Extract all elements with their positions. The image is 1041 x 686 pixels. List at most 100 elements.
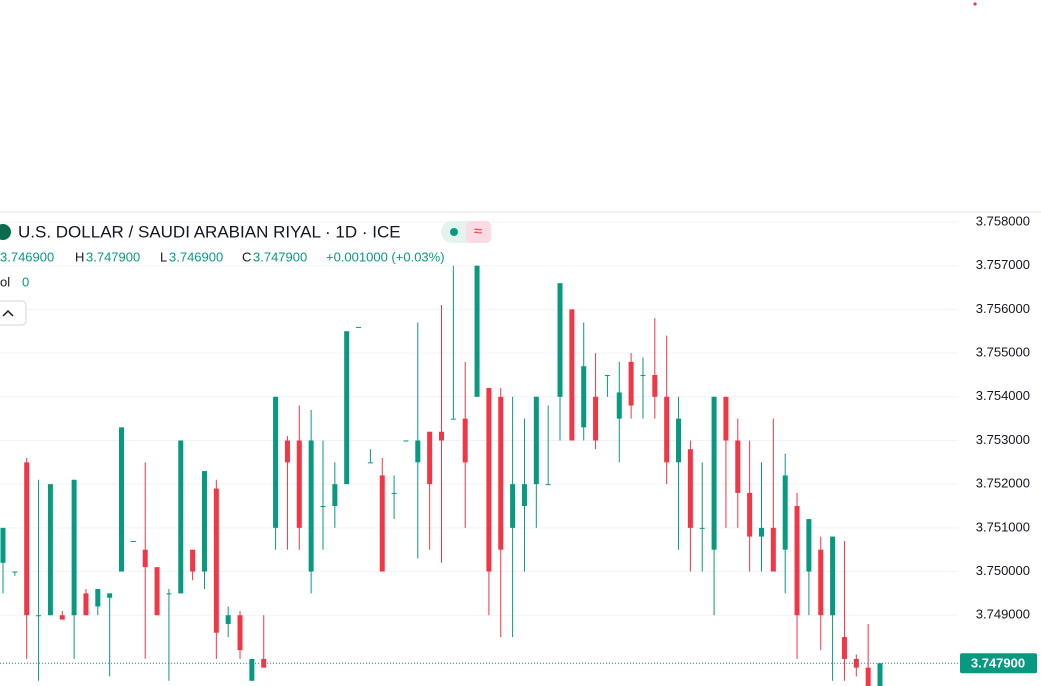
candle-body: [12, 571, 18, 573]
candle-body: [818, 549, 824, 616]
candle-body: [533, 396, 539, 485]
y-tick-label: 3.749000: [976, 607, 1030, 622]
candle-body: [178, 440, 184, 594]
candle-body: [320, 506, 326, 508]
y-tick-label: 3.756000: [976, 301, 1030, 316]
candle-body: [521, 484, 527, 507]
ohlc-value: 3.746900: [169, 249, 223, 264]
candle-body: [770, 527, 776, 572]
y-tick-label: 3.752000: [976, 476, 1030, 491]
collapse-button[interactable]: [0, 300, 27, 326]
candle-body: [415, 440, 421, 463]
candle-body: [344, 331, 350, 485]
status-pill-right: [466, 221, 491, 243]
candle-body: [36, 615, 42, 617]
candle-body: [166, 593, 172, 595]
candle-body: [379, 475, 385, 572]
candle-body: [427, 431, 433, 485]
market-open-dot: [450, 228, 458, 236]
candle-body: [498, 396, 504, 550]
candle-body: [0, 527, 6, 563]
y-tick-label: 3.755000: [976, 345, 1030, 360]
candle-body: [273, 396, 279, 528]
ohlc-value: 3.747900: [253, 249, 307, 264]
change-value: +0.001000 (+0.03%): [326, 249, 445, 264]
candle-body: [59, 615, 65, 620]
candle-body: [47, 484, 53, 616]
candle-body: [723, 396, 729, 441]
candle-body: [687, 449, 693, 528]
ohlc-value: 3.746900: [0, 249, 54, 264]
indicator-dot: [973, 2, 977, 6]
ohlc-letter: L: [160, 249, 167, 264]
candle-body: [877, 663, 883, 686]
candle-body: [569, 309, 575, 441]
candle-body: [356, 326, 362, 328]
candle-body: [841, 637, 847, 659]
candle-body: [628, 361, 634, 406]
candle-body: [439, 431, 444, 441]
candle-body: [261, 658, 267, 668]
y-tick-label: 3.753000: [976, 432, 1030, 447]
candle-body: [450, 418, 456, 420]
candle-body: [747, 492, 753, 537]
candle-body: [225, 615, 231, 624]
candle-body: [154, 567, 160, 616]
status-icon: ≈: [474, 223, 482, 240]
candle-body: [699, 527, 705, 529]
candle-body: [107, 593, 113, 598]
candle-body: [474, 265, 480, 397]
candle-body: [462, 418, 468, 463]
candle-body: [119, 427, 125, 572]
candle-body: [794, 506, 800, 616]
y-tick-label: 3.758000: [976, 213, 1030, 228]
volume-label: ol: [0, 274, 10, 289]
candle-body: [213, 488, 219, 633]
candle-body: [640, 374, 646, 376]
candle-body: [24, 462, 30, 616]
y-tick-label: 3.750000: [976, 563, 1030, 578]
y-tick-label: 3.751000: [976, 519, 1030, 534]
candle-body: [806, 519, 812, 572]
candle-body: [616, 392, 622, 419]
candle-body: [735, 440, 741, 493]
candle-body: [830, 536, 836, 616]
candle-body: [237, 615, 243, 651]
candle-body: [486, 388, 492, 572]
candle-body: [249, 658, 255, 681]
symbol-icon: [0, 224, 11, 240]
last-price-label: 3.747900: [971, 656, 1025, 671]
symbol-title: U.S. DOLLAR / SAUDI ARABIAN RIYAL · 1D ·…: [18, 222, 401, 241]
candle-body: [711, 396, 717, 550]
candle-body: [853, 658, 859, 668]
candle-body: [782, 475, 788, 550]
candle-body: [758, 527, 764, 537]
candle-body: [581, 366, 587, 428]
candle-body: [83, 593, 89, 616]
candle-body: [71, 479, 77, 616]
candle-body: [545, 484, 551, 486]
volume-value: 0: [22, 274, 29, 289]
candle-body: [391, 492, 397, 494]
candle-body: [284, 440, 290, 463]
candle-body: [664, 396, 670, 463]
candle-body: [190, 549, 196, 572]
last-price-box: [960, 653, 1037, 674]
candle-body: [142, 549, 148, 568]
ohlc-value: 3.747900: [86, 249, 140, 264]
candle-body: [557, 283, 563, 397]
candle-body: [296, 440, 302, 528]
candle-body: [201, 471, 207, 572]
y-tick-label: 3.754000: [976, 388, 1030, 403]
candle-body: [403, 440, 409, 442]
candle-body: [865, 667, 871, 686]
candle-body: [308, 440, 314, 572]
candle-body: [95, 589, 101, 607]
candle-body: [652, 374, 658, 397]
y-tick-label: 3.757000: [976, 257, 1030, 272]
ohlc-letter: H: [75, 249, 84, 264]
candle-body: [510, 484, 516, 528]
candle-body: [367, 462, 373, 464]
